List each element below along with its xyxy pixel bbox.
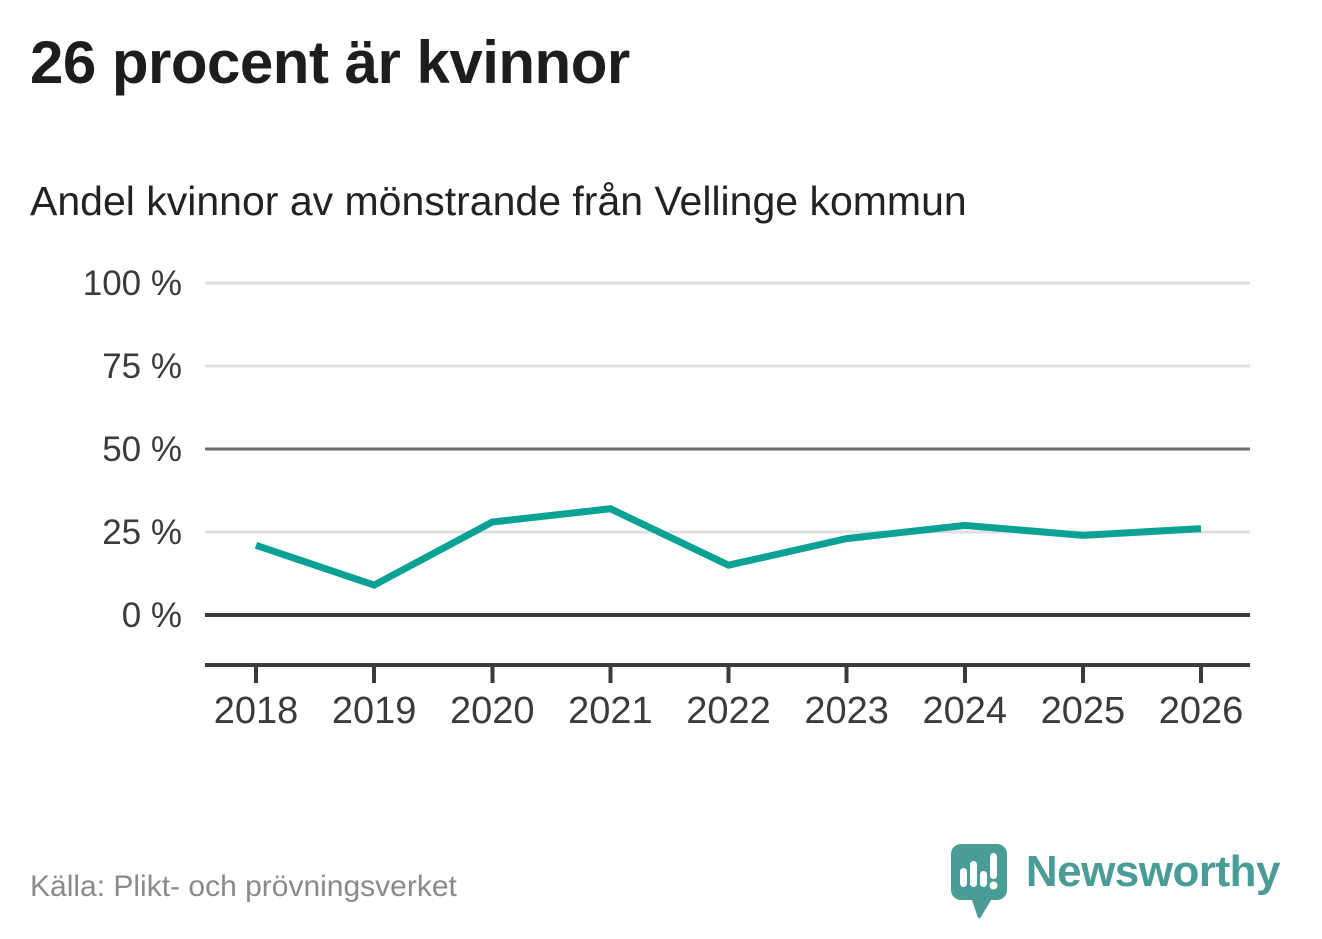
y-tick-label-100: 100 % (83, 264, 182, 303)
newsworthy-logo: Newsworthy (950, 843, 1281, 921)
data-line-andel-kvinnor-av-m-nstrande (254, 505, 1202, 589)
x-tick-label-2020: 2020 (450, 690, 535, 732)
x-tick-label-2021: 2021 (568, 690, 653, 732)
exclamation-stem (989, 853, 997, 879)
page-title: 26 procent är kvinnor (30, 29, 630, 96)
y-tick-label-25: 25 % (102, 513, 182, 552)
bar-3 (979, 871, 987, 887)
x-tick-label-2018: 2018 (214, 690, 299, 732)
exclamation-dot (989, 881, 998, 890)
newsworthy-bubble-icon (950, 844, 1007, 919)
x-tick-label-2022: 2022 (686, 690, 771, 732)
y-tick-label-75: 75 % (102, 347, 182, 386)
x-tick-label-2025: 2025 (1041, 690, 1126, 732)
x-tick-label-2026: 2026 (1159, 690, 1244, 732)
x-tick-label-2024: 2024 (922, 690, 1007, 732)
speech-bubble-shape (950, 844, 1007, 919)
bar-1 (959, 868, 967, 887)
source-note: Källa: Plikt- och prövningsverket (30, 870, 457, 903)
x-tick-label-2019: 2019 (332, 690, 417, 732)
chart-subtitle: Andel kvinnor av mönstrande från Velling… (30, 178, 967, 224)
y-tick-label-0: 0 % (122, 596, 182, 635)
bar-2 (969, 861, 977, 887)
newsworthy-wordmark: Newsworthy (1025, 847, 1281, 896)
line-chart: 0 % 25 % 50 % 75 % 100 % 2018 2019 2020 2021 2022… (83, 264, 1250, 732)
y-tick-label-50: 50 % (102, 430, 182, 469)
x-tick-label-2023: 2023 (804, 690, 889, 732)
